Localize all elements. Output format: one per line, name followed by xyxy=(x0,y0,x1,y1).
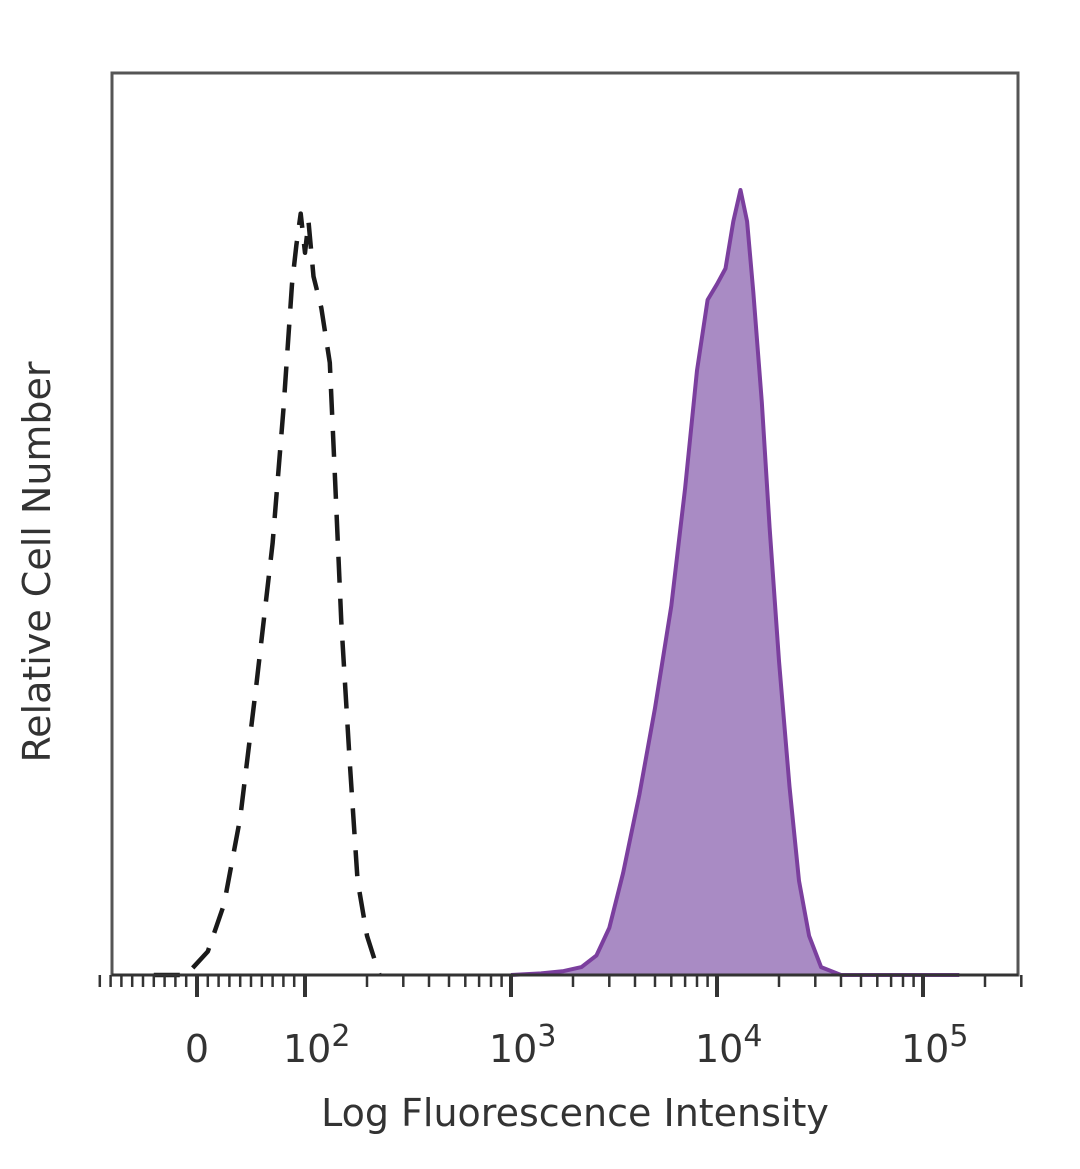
series-0-line xyxy=(153,211,382,978)
x-tick-label-1: 102 xyxy=(283,1019,350,1071)
x-ticks xyxy=(98,975,1023,997)
tick-label-exponent: 3 xyxy=(537,1019,556,1054)
tick-label-base: 10 xyxy=(901,1027,949,1071)
series-layer xyxy=(153,188,960,978)
tick-label-base: 10 xyxy=(695,1027,743,1071)
tick-label-exponent: 2 xyxy=(331,1019,350,1054)
x-tick-label-2: 103 xyxy=(489,1019,556,1071)
y-axis-label: Relative Cell Number xyxy=(15,361,59,762)
series-1-fill xyxy=(511,190,960,975)
x-tick-labels: 0 102 103 104 105 xyxy=(185,1019,969,1071)
x-tick-label-0: 0 xyxy=(185,1027,209,1071)
tick-label-exponent: 4 xyxy=(743,1019,762,1054)
tick-label-base: 10 xyxy=(283,1027,331,1071)
x-axis-label: Log Fluorescence Intensity xyxy=(321,1091,829,1135)
tick-label-base: 10 xyxy=(489,1027,537,1071)
x-tick-label-3: 104 xyxy=(695,1019,762,1071)
tick-label-exponent: 5 xyxy=(949,1019,968,1054)
series-1-line xyxy=(510,188,960,977)
plot-frame xyxy=(110,71,1020,977)
x-tick-label-4: 105 xyxy=(901,1019,968,1071)
